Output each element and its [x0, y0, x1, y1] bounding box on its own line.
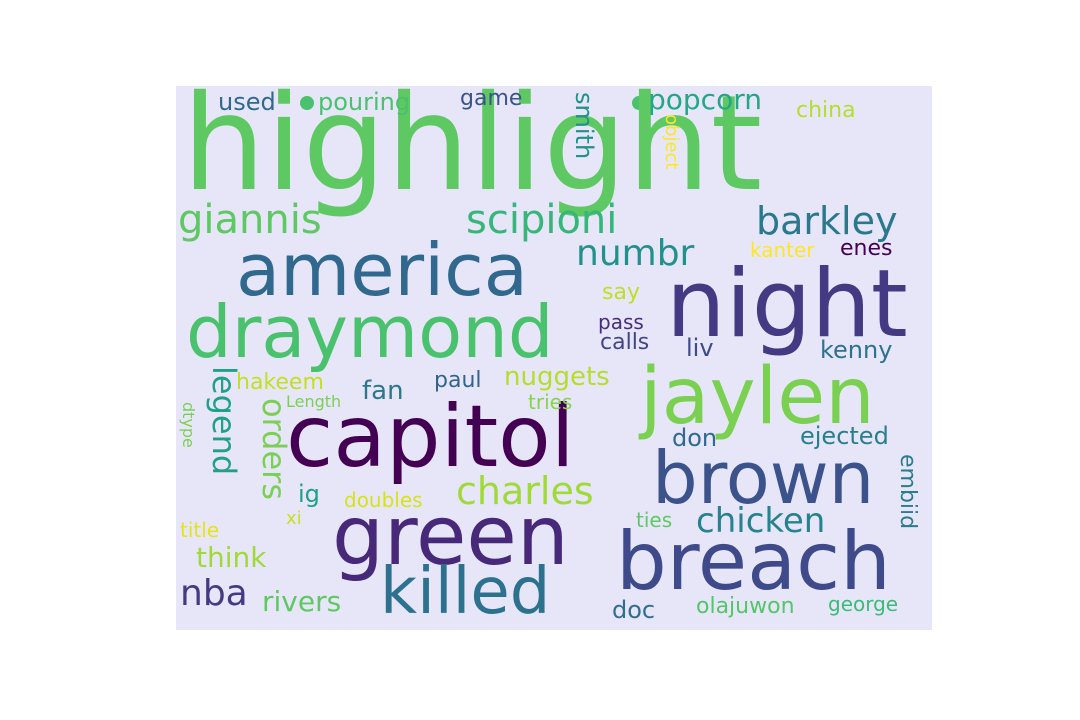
word-enes: enes: [840, 236, 893, 261]
word-rivers: rivers: [262, 585, 342, 618]
word-doubles: doubles: [344, 488, 423, 512]
word-game: game: [460, 86, 523, 111]
word-hakeem: hakeem: [236, 370, 324, 395]
dot-left: [300, 96, 314, 110]
word-kanter: kanter: [750, 238, 815, 262]
word-dtype: dtype: [179, 402, 198, 448]
word-nba: nba: [180, 573, 248, 614]
word-calls: calls: [600, 330, 650, 355]
word-doc: doc: [612, 596, 656, 624]
word-night: night: [666, 250, 908, 359]
word-scipioni: scipioni: [466, 197, 618, 243]
word-title: title: [180, 518, 220, 542]
word-giannis: giannis: [178, 197, 322, 243]
word-pass: pass: [598, 310, 644, 334]
word-object: object: [661, 114, 682, 170]
word-paul: paul: [434, 368, 482, 393]
dot-right: [632, 96, 646, 110]
word-don: don: [672, 424, 718, 452]
word-ties: ties: [636, 508, 673, 532]
word-draymond: draymond: [186, 290, 554, 374]
word-think: think: [196, 541, 267, 574]
word-olajuwon: olajuwon: [696, 594, 795, 619]
word-xi: xi: [286, 508, 302, 529]
word-chicken: chicken: [696, 501, 826, 541]
word-kenny: kenny: [820, 336, 893, 364]
word-breach: breach: [616, 515, 891, 608]
word-brown: brown: [652, 436, 875, 520]
word-capitol: capitol: [286, 387, 575, 487]
word-orders: orders: [255, 398, 293, 500]
word-pouring: pouring: [318, 88, 411, 116]
word-green: green: [332, 489, 569, 584]
word-say: say: [602, 280, 640, 305]
word-highlight: highlight: [182, 86, 763, 221]
word-Length: Length: [286, 392, 342, 411]
word-popcorn: popcorn: [648, 86, 762, 116]
word-ejected: ejected: [800, 422, 889, 450]
word-smith: smith: [570, 92, 598, 160]
word-charles: charles: [456, 469, 594, 513]
word-embiid: embiid: [895, 454, 920, 530]
word-george: george: [828, 592, 899, 616]
word-fan: fan: [362, 376, 404, 406]
word-nuggets: nuggets: [504, 362, 610, 392]
word-numbr: numbr: [576, 233, 695, 274]
word-america: america: [236, 228, 528, 312]
word-tries: tries: [528, 390, 573, 414]
word-china: china: [796, 98, 856, 123]
word-barkley: barkley: [756, 199, 898, 243]
word-jaylen: jaylen: [640, 352, 875, 442]
word-cloud: highlight america night draymond jaylen …: [176, 86, 932, 630]
word-liv: liv: [686, 334, 714, 362]
word-killed: killed: [380, 555, 551, 629]
word-ig: ig: [298, 480, 320, 508]
word-used: used: [218, 88, 276, 116]
